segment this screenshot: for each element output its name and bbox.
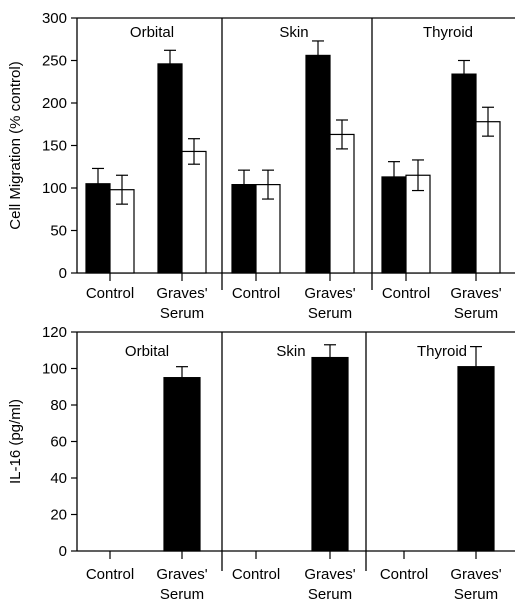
bar bbox=[476, 122, 500, 273]
x-tick-label: Graves' bbox=[156, 566, 207, 583]
bar bbox=[306, 55, 330, 273]
y-tick-label: 100 bbox=[42, 180, 67, 197]
bar bbox=[232, 185, 256, 273]
x-tick-label: Serum bbox=[160, 586, 204, 603]
bar bbox=[86, 184, 110, 273]
bar bbox=[458, 367, 494, 551]
x-tick-label: Control bbox=[86, 285, 134, 302]
panel-title: Orbital bbox=[130, 24, 174, 41]
x-tick-label: Serum bbox=[454, 586, 498, 603]
panel-title: Orbital bbox=[125, 343, 169, 360]
x-tick-label: Control bbox=[86, 566, 134, 583]
x-tick-label: Serum bbox=[308, 305, 352, 322]
y-axis-label: Cell Migration (% control) bbox=[7, 61, 24, 229]
bar bbox=[330, 134, 354, 273]
x-tick-label: Graves' bbox=[450, 285, 501, 302]
panel-title: Thyroid bbox=[417, 343, 467, 360]
y-tick-label: 100 bbox=[42, 361, 67, 378]
y-tick-label: 80 bbox=[50, 397, 67, 414]
y-tick-label: 0 bbox=[59, 265, 67, 282]
bar bbox=[312, 358, 348, 551]
y-tick-label: 20 bbox=[50, 507, 67, 524]
x-tick-label: Control bbox=[232, 285, 280, 302]
bar bbox=[164, 378, 200, 551]
y-tick-label: 50 bbox=[50, 223, 67, 240]
x-tick-label: Graves' bbox=[304, 566, 355, 583]
y-tick-label: 120 bbox=[42, 324, 67, 341]
bar bbox=[452, 74, 476, 273]
x-tick-label: Control bbox=[380, 566, 428, 583]
panel-title: Skin bbox=[276, 343, 305, 360]
y-tick-label: 40 bbox=[50, 470, 67, 487]
y-tick-label: 250 bbox=[42, 53, 67, 70]
x-tick-label: Control bbox=[382, 285, 430, 302]
x-tick-label: Serum bbox=[308, 586, 352, 603]
y-axis-label: IL-16 (pg/ml) bbox=[7, 399, 24, 484]
panel-title: Thyroid bbox=[423, 24, 473, 41]
y-tick-label: 300 bbox=[42, 10, 67, 27]
y-tick-label: 150 bbox=[42, 138, 67, 155]
x-tick-label: Graves' bbox=[304, 285, 355, 302]
y-tick-label: 0 bbox=[59, 543, 67, 560]
bar bbox=[182, 151, 206, 273]
x-tick-label: Serum bbox=[454, 305, 498, 322]
panel-title: Skin bbox=[279, 24, 308, 41]
x-tick-label: Graves' bbox=[450, 566, 501, 583]
y-tick-label: 200 bbox=[42, 95, 67, 112]
bar bbox=[158, 64, 182, 273]
x-tick-label: Control bbox=[232, 566, 280, 583]
x-tick-label: Serum bbox=[160, 305, 204, 322]
x-tick-label: Graves' bbox=[156, 285, 207, 302]
y-tick-label: 60 bbox=[50, 434, 67, 451]
bar bbox=[382, 177, 406, 273]
